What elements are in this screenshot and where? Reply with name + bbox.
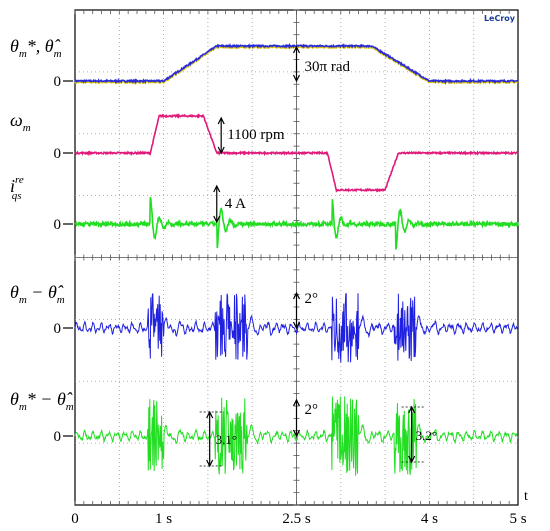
scale-label-err1: 2°	[305, 291, 319, 307]
x-tick-label: 5 s	[509, 511, 526, 527]
x-axis: 0 1 s 2.5 s 4 s 5 s t	[71, 489, 528, 527]
label-symbol: θ	[10, 282, 19, 302]
trace-err1	[74, 293, 519, 363]
channel-label-theta: θm*, θ̂m	[10, 36, 62, 60]
channel-label-err1: θm − θ̂m	[10, 282, 65, 306]
peak-arrow-1-head-top	[408, 405, 416, 414]
label-subscript: m	[19, 294, 27, 306]
label-subscript: qs	[12, 190, 22, 202]
peak-arrow-0-head-top	[206, 410, 214, 419]
label-subscript: m	[19, 48, 27, 60]
scale-label-err2: 2°	[305, 402, 319, 418]
x-tick-label: 0	[71, 511, 79, 527]
scale-arrow-err1-head-top	[292, 291, 301, 300]
trace-omega	[74, 113, 519, 193]
peak-label-0: 3.1°	[216, 432, 237, 447]
trace-iqs	[74, 196, 519, 250]
label-symbol: ω	[10, 110, 23, 130]
scale-arrow-err2-head-bottom	[292, 429, 301, 438]
x-tick-label: 1 s	[155, 511, 172, 527]
label-rest: * − θ̂	[27, 389, 73, 409]
zero-label-omega: 0	[54, 146, 62, 162]
scale-arrow-err1-head-bottom	[292, 321, 301, 330]
trace-err2	[74, 396, 519, 476]
label-superscript: re	[15, 174, 24, 186]
peak-arrow-0-head-bottom	[206, 459, 214, 468]
scale-label-iqs: 4 A	[225, 196, 246, 212]
label-symbol: θ	[10, 389, 19, 409]
label-subscript-2: m	[54, 48, 62, 60]
label-rest: − θ̂	[27, 282, 64, 302]
scale-label-omega: 1100 rpm	[227, 127, 285, 143]
peak-label-1: 3.2°	[416, 428, 437, 443]
scale-arrow-err2-head-top	[292, 398, 301, 407]
scale-label-theta: 30π rad	[305, 59, 351, 75]
channel-label-omega: ωm	[10, 110, 31, 134]
scale-arrow-iqs-head-top	[213, 184, 221, 193]
label-subscript: m	[23, 122, 31, 134]
peak-arrow-1-head-bottom	[408, 455, 416, 464]
zero-label-err1: 0	[54, 321, 62, 337]
x-tick-label: 4 s	[421, 511, 438, 527]
x-tick-label: 2.5 s	[282, 511, 311, 527]
zero-label-err2: 0	[54, 429, 62, 445]
label-rest: *, θ̂	[27, 36, 61, 56]
zero-label-iqs: 0	[54, 217, 62, 233]
scale-arrow-omega-head-top	[217, 116, 225, 125]
label-subscript: m	[19, 401, 27, 413]
scale-arrow-theta-head-top	[292, 45, 301, 54]
label-symbol: i	[10, 176, 15, 196]
label-subscript-2: m	[66, 401, 74, 413]
channel-label-err2: θm* − θ̂m	[10, 389, 74, 413]
scale-arrow-iqs-head-bottom	[213, 215, 221, 224]
label-symbol: θ	[10, 36, 19, 56]
annotations: 30π rad 1100 rpm 4 A 2° 2° 3.1° 3.2°	[199, 45, 437, 468]
brand-label: LeCroy	[484, 14, 516, 23]
scale-arrow-omega-head-bottom	[217, 146, 225, 155]
x-axis-label: t	[524, 489, 528, 504]
zero-label-theta: 0	[54, 74, 62, 90]
label-subscript-2: m	[57, 294, 65, 306]
channel-label-iqs: ire qs	[10, 174, 24, 202]
scale-arrow-theta-head-bottom	[292, 74, 301, 83]
